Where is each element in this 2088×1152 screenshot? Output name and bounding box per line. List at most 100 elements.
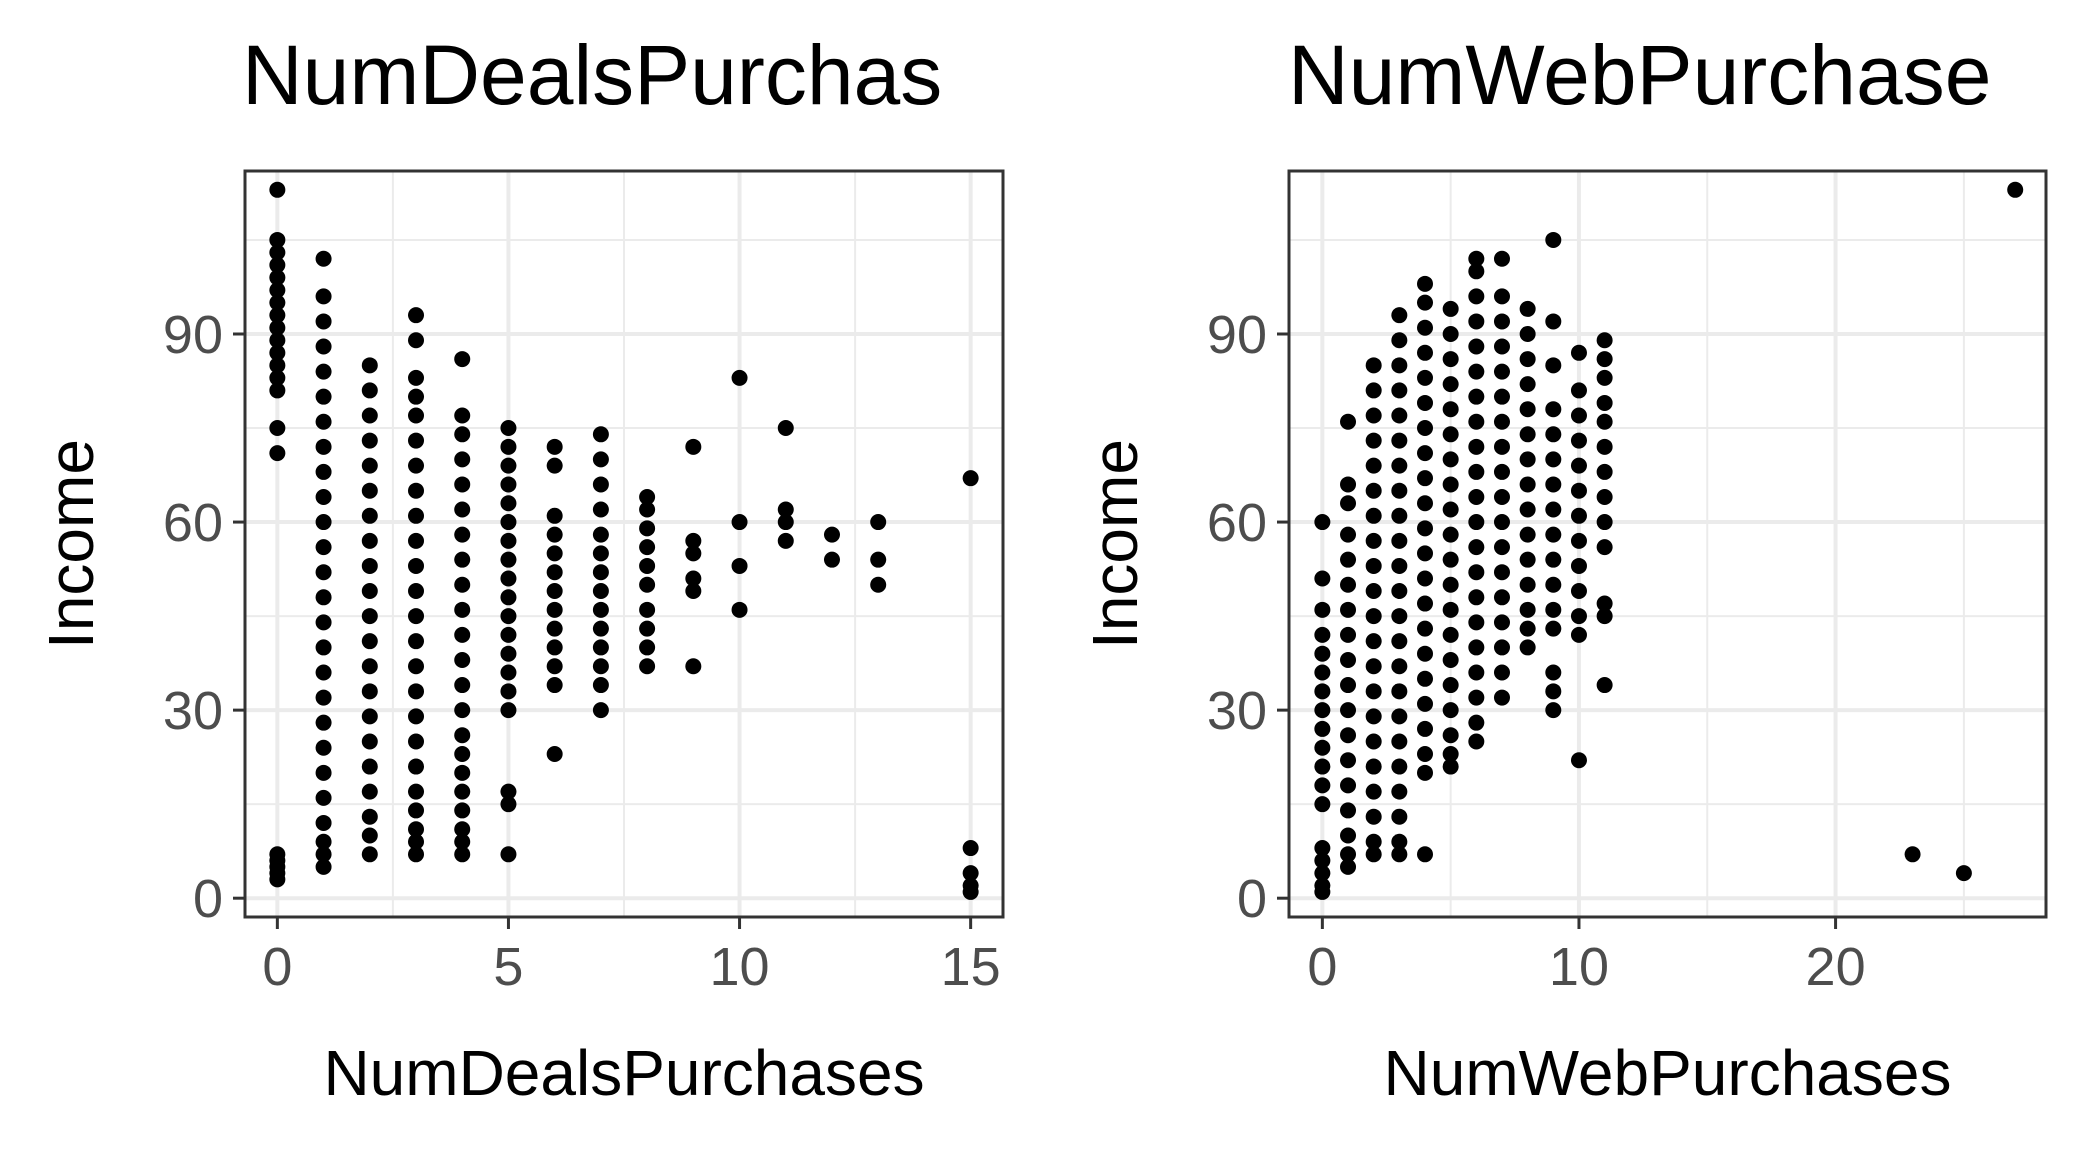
data-point xyxy=(408,658,425,675)
data-point xyxy=(1519,300,1536,317)
data-point xyxy=(639,557,656,574)
data-point xyxy=(1391,708,1408,725)
data-point xyxy=(1417,369,1434,386)
data-point xyxy=(315,814,332,831)
y-tick-label: 30 xyxy=(163,681,223,741)
data-point xyxy=(315,833,332,850)
data-point xyxy=(1493,250,1510,267)
data-point xyxy=(685,570,702,587)
data-point xyxy=(1468,313,1485,330)
plot-border xyxy=(243,169,1005,919)
data-point xyxy=(1340,576,1357,593)
data-point xyxy=(777,514,794,531)
data-point xyxy=(1570,382,1587,399)
data-point xyxy=(546,658,563,675)
data-point xyxy=(361,658,378,675)
data-point xyxy=(315,338,332,355)
y-axis-label: Income xyxy=(35,439,107,649)
data-point xyxy=(1519,325,1536,342)
data-point xyxy=(269,420,286,437)
data-point xyxy=(269,344,286,361)
data-point xyxy=(1365,532,1382,549)
data-point xyxy=(592,601,609,618)
data-point xyxy=(361,808,378,825)
data-point xyxy=(1417,764,1434,781)
data-point xyxy=(408,369,425,386)
data-point xyxy=(1314,840,1331,857)
data-point xyxy=(1365,382,1382,399)
data-point xyxy=(1365,708,1382,725)
data-point xyxy=(546,746,563,763)
data-point xyxy=(269,382,286,399)
data-point xyxy=(269,369,286,386)
data-point xyxy=(1596,677,1613,694)
data-point xyxy=(1519,376,1536,393)
data-point xyxy=(269,294,286,311)
data-point xyxy=(1519,639,1536,656)
data-point xyxy=(870,576,887,593)
x-tick-label: 20 xyxy=(1806,937,1866,997)
data-point xyxy=(1570,457,1587,474)
data-point xyxy=(1442,758,1459,775)
data-point xyxy=(1417,620,1434,637)
data-point xyxy=(408,557,425,574)
data-point xyxy=(500,476,517,493)
data-point xyxy=(1365,557,1382,574)
data-point xyxy=(685,658,702,675)
data-point xyxy=(1545,702,1562,719)
data-point xyxy=(454,626,471,643)
data-point xyxy=(592,476,609,493)
data-point xyxy=(592,677,609,694)
data-point xyxy=(1340,677,1357,694)
data-point xyxy=(1596,595,1613,612)
data-point xyxy=(1365,733,1382,750)
x-axis-label: NumWebPurchases xyxy=(1384,1037,1952,1109)
data-point xyxy=(269,871,286,888)
data-point xyxy=(1468,589,1485,606)
data-point xyxy=(1340,827,1357,844)
data-point xyxy=(592,426,609,443)
data-point xyxy=(1442,426,1459,443)
data-point xyxy=(1417,520,1434,537)
data-point xyxy=(546,526,563,543)
data-point xyxy=(269,282,286,299)
data-point xyxy=(1442,727,1459,744)
data-point xyxy=(315,664,332,681)
data-point xyxy=(1340,495,1357,512)
data-point xyxy=(1442,376,1459,393)
data-point xyxy=(500,532,517,549)
data-point xyxy=(1442,702,1459,719)
data-point xyxy=(361,482,378,499)
data-point xyxy=(361,758,378,775)
data-point xyxy=(1904,846,1921,863)
data-point xyxy=(454,407,471,424)
data-point xyxy=(500,664,517,681)
data-point xyxy=(361,432,378,449)
data-point xyxy=(592,658,609,675)
data-point xyxy=(546,639,563,656)
data-point xyxy=(1340,551,1357,568)
data-point xyxy=(1391,507,1408,524)
y-tick-label: 90 xyxy=(163,305,223,365)
data-point xyxy=(1391,683,1408,700)
data-point xyxy=(408,583,425,600)
data-point xyxy=(1493,313,1510,330)
data-point xyxy=(592,583,609,600)
data-point xyxy=(1545,526,1562,543)
data-point xyxy=(269,357,286,374)
data-point xyxy=(1468,564,1485,581)
data-point xyxy=(685,532,702,549)
y-tick-label: 30 xyxy=(1207,681,1267,741)
data-point xyxy=(454,551,471,568)
data-point xyxy=(1570,608,1587,625)
data-point xyxy=(408,846,425,863)
data-point xyxy=(962,865,979,882)
data-point xyxy=(639,620,656,637)
data-point xyxy=(1391,432,1408,449)
data-point xyxy=(1391,783,1408,800)
data-point xyxy=(962,883,979,900)
data-point xyxy=(1468,463,1485,480)
panel-2: 0 10 20 0 30 60 90 NumWebPurchase NumWebPurchase… xyxy=(1079,28,2048,1109)
data-point xyxy=(361,683,378,700)
data-point xyxy=(361,633,378,650)
